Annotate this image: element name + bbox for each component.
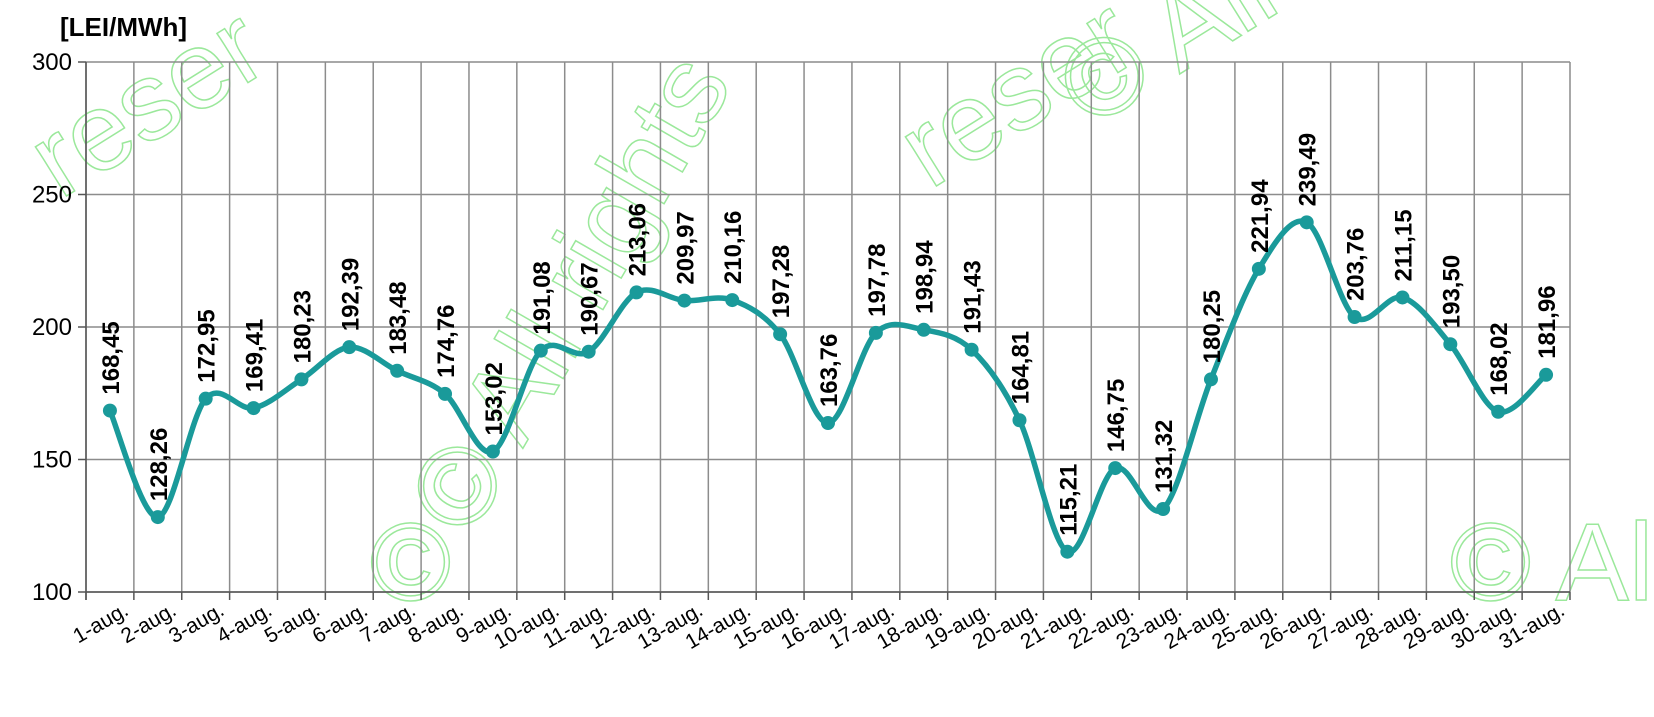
data-point [1395, 290, 1410, 305]
data-label: 190,67 [577, 262, 604, 335]
watermark-text: © Al [1450, 501, 1653, 624]
data-label: 163,76 [816, 334, 843, 407]
data-label: 211,15 [1390, 209, 1417, 281]
x-tick-label: 5-aug. [261, 598, 324, 648]
data-label: 198,94 [912, 240, 939, 314]
data-point [1203, 372, 1218, 387]
data-point [821, 416, 835, 431]
data-points [102, 215, 1554, 559]
data-point [1443, 337, 1458, 352]
y-tick-label: 200 [32, 314, 72, 341]
data-label: 180,25 [1199, 290, 1226, 363]
data-point [629, 285, 644, 300]
data-point [964, 342, 979, 357]
data-point [916, 322, 931, 337]
data-point [1251, 261, 1266, 276]
data-point [198, 391, 213, 406]
x-tick-label: 6-aug. [309, 598, 372, 648]
data-point [485, 444, 500, 459]
data-label: 128,26 [146, 428, 173, 501]
watermark-text: © [370, 501, 451, 624]
data-label: 168,45 [98, 321, 125, 394]
data-label: 174,76 [433, 304, 460, 377]
watermark-text: © All rights reser [1038, 0, 1654, 150]
data-point [246, 401, 261, 416]
y-axis-unit-label: [LEI/MWh] [60, 12, 187, 42]
data-point [725, 293, 740, 308]
y-tick-label: 100 [32, 579, 72, 606]
data-point [150, 510, 165, 525]
y-tick-labels: 100 150 200 250 300 [32, 49, 72, 606]
data-label: 153,02 [481, 362, 508, 435]
data-point [342, 340, 357, 355]
data-labels: 168,45 128,26 172,95 169,41 180,23 192,39 183,… [98, 133, 1561, 536]
data-point [533, 343, 548, 358]
data-point [1108, 461, 1123, 476]
data-label: 191,08 [529, 261, 556, 334]
data-label: 221,94 [1247, 179, 1274, 253]
data-point [677, 293, 692, 308]
data-label: 197,28 [768, 245, 795, 318]
data-label: 203,76 [1343, 228, 1370, 301]
data-point [1156, 502, 1171, 517]
y-tick-label: 250 [32, 182, 72, 209]
data-label: 164,81 [1007, 331, 1034, 404]
data-label: 239,49 [1295, 133, 1322, 206]
data-point [294, 372, 309, 387]
data-point [581, 344, 596, 359]
data-point [1012, 413, 1027, 428]
x-tick-labels: 1-aug.2-aug.3-aug.4-aug.5-aug.6-aug.7-au… [69, 598, 1568, 654]
data-point [773, 327, 788, 342]
data-label: 131,32 [1151, 420, 1178, 493]
data-label: 180,23 [289, 290, 316, 363]
x-tick-label: 4-aug. [213, 598, 276, 648]
data-label: 181,96 [1534, 285, 1561, 358]
data-label: 193,50 [1438, 255, 1465, 328]
data-label: 213,06 [625, 203, 652, 276]
x-tick-label: 1-aug. [69, 598, 132, 648]
x-tick-label: 3-aug. [165, 598, 228, 648]
data-label: 168,02 [1486, 322, 1513, 395]
data-point [1539, 367, 1554, 382]
axes [78, 61, 1571, 600]
data-point [1491, 404, 1506, 419]
data-label: 197,78 [864, 243, 891, 316]
data-point [1060, 544, 1075, 559]
data-point [1299, 215, 1314, 230]
data-label: 191,43 [960, 260, 987, 333]
data-label: 210,16 [720, 211, 747, 284]
data-point [438, 386, 453, 401]
data-point [102, 403, 117, 418]
watermark-text: © All rights [384, 34, 754, 552]
y-tick-label: 150 [32, 447, 72, 474]
data-point [1347, 310, 1362, 325]
data-point [390, 363, 405, 378]
data-label: 183,48 [385, 281, 412, 354]
data-label: 146,75 [1103, 379, 1130, 452]
data-label: 169,41 [242, 319, 269, 392]
data-label: 209,97 [672, 211, 699, 284]
data-label: 192,39 [337, 258, 364, 331]
data-label: 172,95 [194, 309, 221, 382]
data-point [868, 325, 883, 340]
x-tick-label: 2-aug. [117, 598, 180, 648]
y-tick-label: 300 [32, 49, 72, 76]
data-label: 115,21 [1055, 464, 1082, 536]
